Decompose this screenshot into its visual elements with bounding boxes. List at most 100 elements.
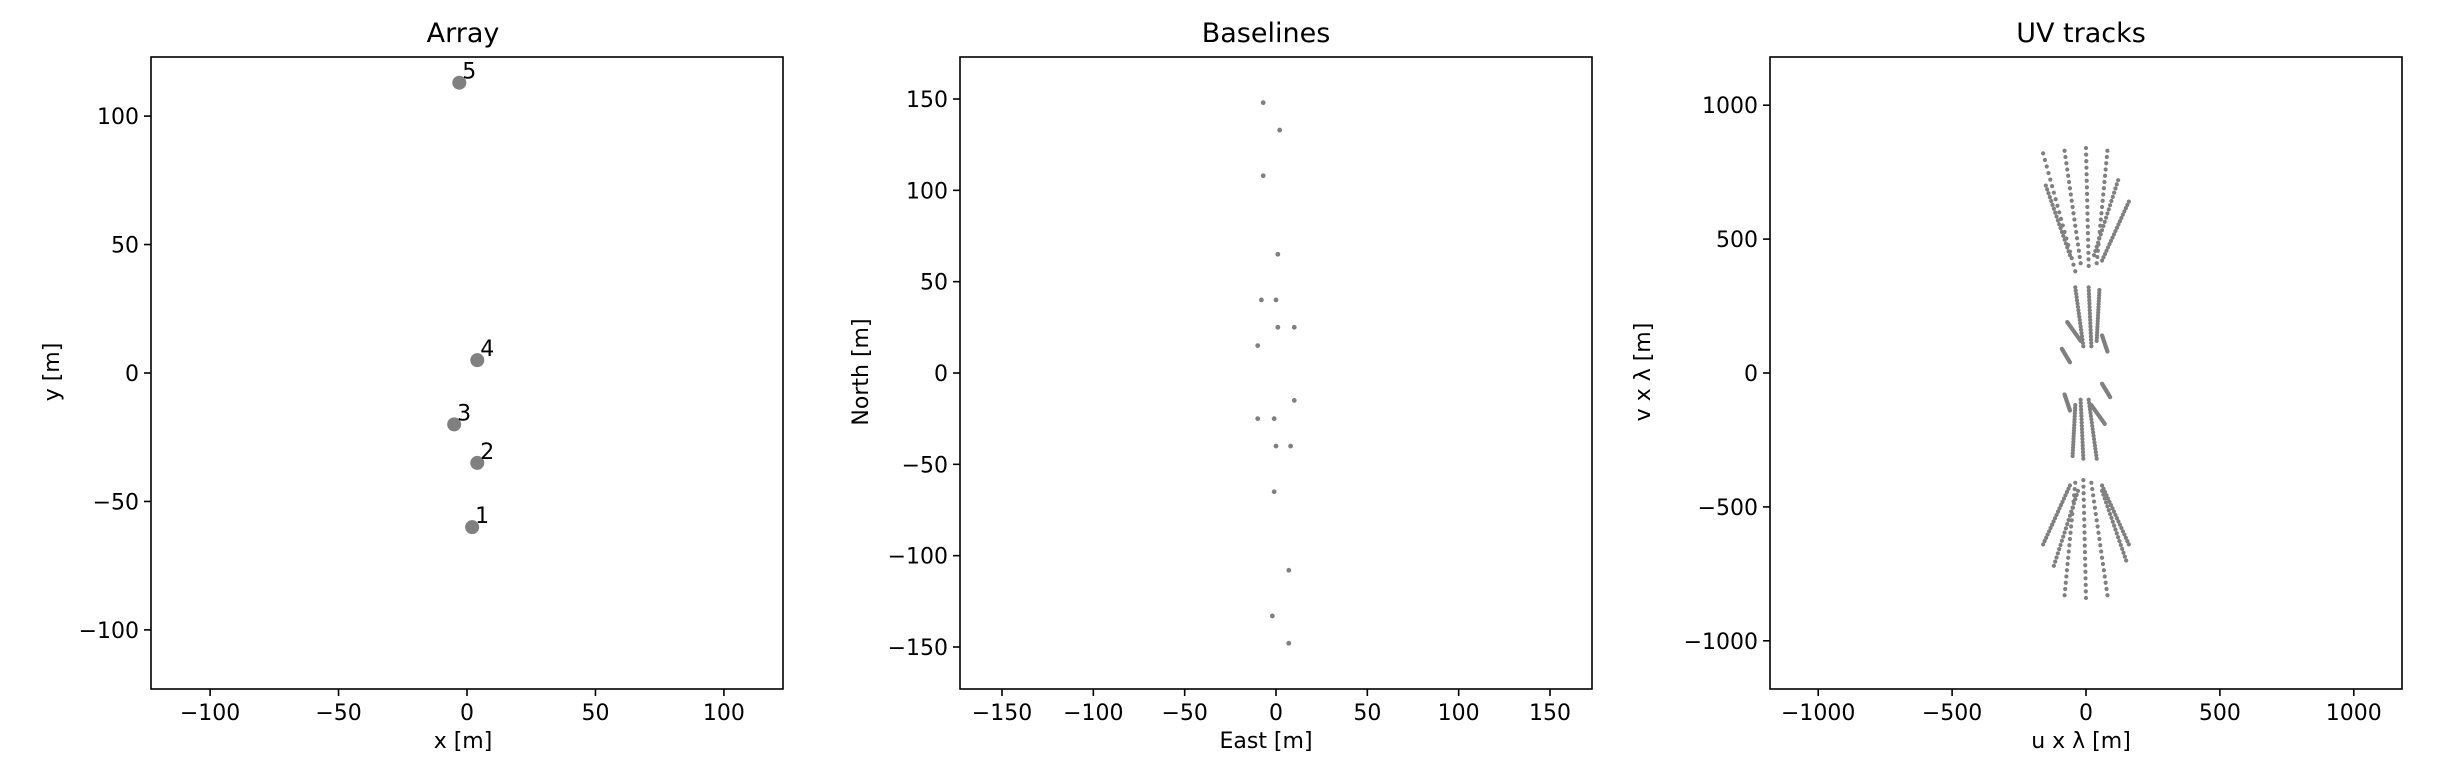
uv-track-point: [2093, 248, 2098, 254]
uv-track-point: [2091, 433, 2096, 438]
uv-track-point: [2105, 211, 2110, 216]
uv-track-point: [2080, 450, 2086, 455]
uv-track-point: [2081, 453, 2086, 458]
uv-track-point: [2082, 536, 2087, 542]
uv-track-point: [2079, 417, 2084, 422]
uv-track-point: [2076, 311, 2081, 316]
uv-track-point: [2088, 334, 2094, 339]
array-x-tick-label: 50: [581, 701, 609, 726]
uv-track-point: [2106, 508, 2111, 513]
baselines-x-tick-label: −50: [1161, 701, 1207, 726]
uv-track-point: [2094, 518, 2099, 523]
uv-track-point: [2062, 593, 2067, 598]
uv-track-point: [2068, 192, 2073, 197]
array-y-tick-label: 100: [97, 105, 139, 130]
uv-track-point: [2118, 542, 2123, 548]
uv-track-point: [2074, 291, 2079, 296]
uv-track-point: [2079, 427, 2085, 432]
uv-track-point: [2108, 238, 2114, 243]
uv-track-point: [2102, 179, 2107, 185]
uv-track-point: [2116, 222, 2121, 227]
uv-track-point: [2117, 522, 2123, 527]
antenna-label: 4: [480, 337, 494, 362]
uv-track-point: [2110, 235, 2115, 240]
uv-track-point: [2123, 206, 2128, 211]
uv-track-point: [2117, 539, 2122, 544]
uv-track-point: [2080, 433, 2085, 438]
antenna-label: 1: [475, 504, 489, 529]
uv-track-point: [2071, 501, 2077, 506]
baseline-point: [1269, 613, 1275, 619]
uv-track-point: [2073, 223, 2078, 228]
baseline-point: [1277, 127, 1283, 133]
uv-track-point: [2073, 285, 2078, 290]
uv-track-point: [2051, 563, 2056, 568]
uv-track-point: [2084, 165, 2089, 170]
uv-track-point: [2085, 204, 2090, 210]
uv-track-point: [2113, 186, 2118, 191]
uv-track-point: [2041, 151, 2046, 156]
uv-track-point: [2099, 483, 2105, 488]
uv-track-point: [2087, 308, 2092, 313]
array-panel: Array x [m] y [m] −100 −50 0 50 100 −100 −50 0 5…: [40, 18, 784, 754]
uv-track-point: [2061, 534, 2066, 539]
uv-track-point: [2049, 522, 2055, 527]
uv-track-point: [2073, 269, 2078, 274]
uv-track-point: [2082, 543, 2087, 548]
uv-track-point: [2083, 576, 2088, 581]
uv-track-point: [2042, 157, 2048, 163]
uv-track-point: [2108, 203, 2113, 208]
uv-track-point: [2085, 224, 2090, 229]
baseline-point: [1271, 489, 1277, 495]
uv-track-point: [2085, 237, 2091, 242]
uv-track-point: [2095, 524, 2100, 529]
uv-track-point: [2102, 219, 2107, 224]
uv-track-point: [2044, 164, 2049, 169]
baselines-y-tick-label: 50: [920, 271, 948, 296]
uv-track-point: [2083, 563, 2088, 568]
uv-track-point: [2079, 334, 2085, 339]
uv-track-point: [2094, 244, 2099, 249]
uv-track-point: [2058, 225, 2063, 231]
baseline-point: [1275, 324, 1281, 330]
uv-track-point: [2069, 509, 2074, 514]
uv-track-point: [2098, 232, 2103, 237]
uv-track-point: [2114, 225, 2120, 230]
uv-track-point: [2082, 530, 2087, 535]
uv-track-point: [2054, 555, 2059, 560]
uv-track-point: [2080, 430, 2085, 435]
uv-track-point: [2063, 154, 2068, 160]
uv-track-point: [2119, 525, 2124, 531]
uv-tracks-title: UV tracks: [2016, 18, 2146, 49]
uv-track-point: [2062, 530, 2067, 535]
uv-track-point: [2066, 555, 2071, 560]
baselines-x-tick-label: 50: [1353, 701, 1381, 726]
uv-track-point: [2097, 236, 2102, 241]
uv-tracks-panel: UV tracks u x λ [m] v x λ [m] −1000 −500 0…: [1631, 18, 2403, 754]
uv-track-point: [2126, 542, 2131, 547]
uv-track-point: [2078, 324, 2083, 329]
uv-track-point: [2047, 529, 2052, 534]
uv-track-point: [2099, 204, 2105, 210]
uv-track-point: [2113, 512, 2118, 518]
baseline-point: [1258, 297, 1264, 303]
baseline-point: [1260, 173, 1266, 179]
uv-track-point: [2089, 480, 2094, 485]
array-x-tick-label: −50: [315, 701, 361, 726]
uv-track-point: [2088, 410, 2093, 415]
uv-track-point: [2051, 519, 2056, 524]
uv-track-point: [2075, 488, 2081, 493]
uv-tracks-x-tick-label: −1000: [1781, 701, 1855, 726]
uv-track-point: [2049, 198, 2054, 204]
uv-track-point: [2124, 558, 2129, 563]
uv-track-point: [2086, 285, 2091, 290]
uv-track-point: [2078, 397, 2083, 402]
baselines-x-tick-label: 100: [1438, 701, 1480, 726]
uv-track-point: [2041, 542, 2046, 547]
uv-track-point: [2081, 456, 2086, 461]
uv-track-point: [2125, 202, 2130, 207]
uv-track-point: [2065, 245, 2070, 250]
uv-track-point: [2082, 550, 2088, 555]
baselines-y-tick-label: −150: [888, 636, 948, 661]
uv-track-point: [2078, 261, 2083, 266]
